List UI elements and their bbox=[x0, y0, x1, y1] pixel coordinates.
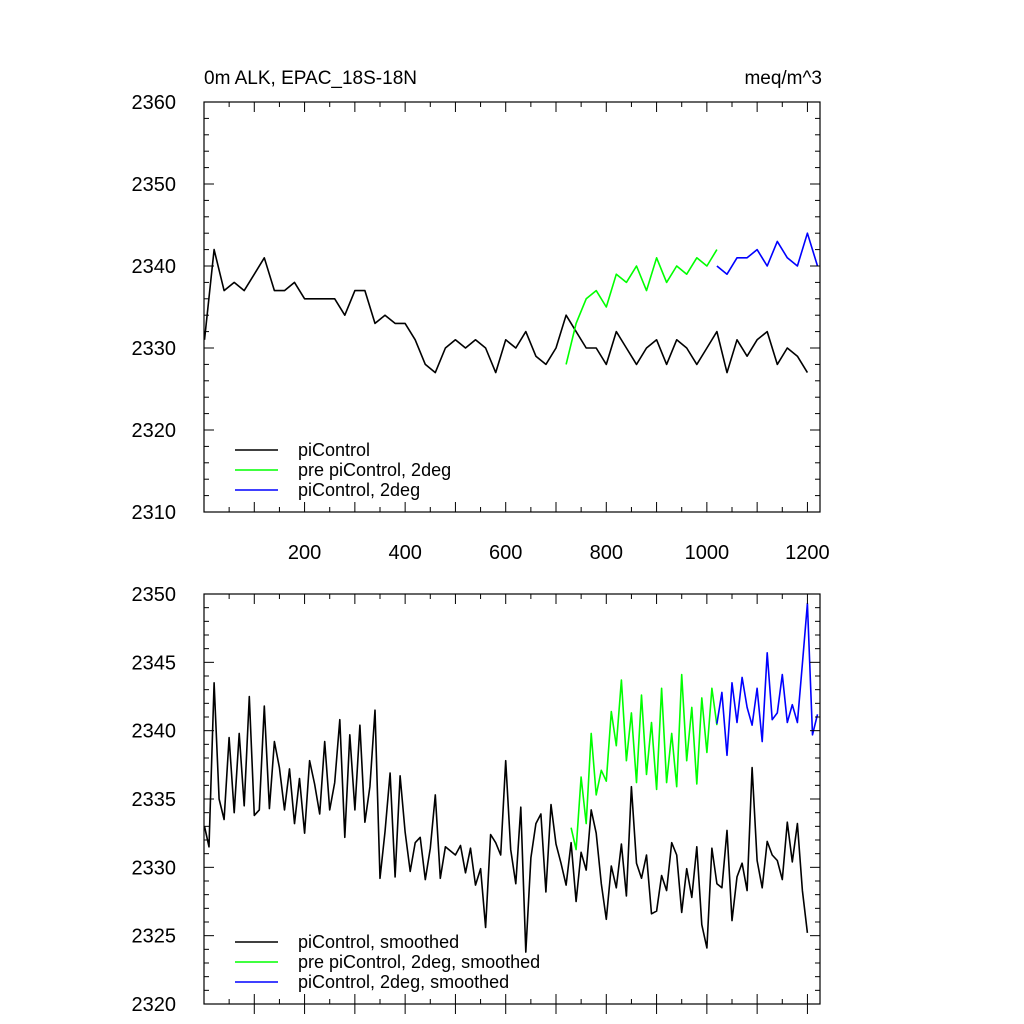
y-tick-label: 2345 bbox=[132, 652, 177, 674]
bottom-plot-frame bbox=[203, 593, 821, 1005]
y-tick-label: 2310 bbox=[132, 502, 177, 524]
top-series-line-1 bbox=[565, 249, 718, 365]
top-plot-frame bbox=[203, 101, 821, 513]
x-tick-label: 200 bbox=[288, 542, 321, 564]
y-tick-label: 2340 bbox=[132, 256, 177, 278]
bottom-axis-ticks bbox=[204, 593, 820, 1014]
bottom-legend-label-1: pre piControl, 2deg, smoothed bbox=[298, 952, 540, 972]
top-x-tick-labels: 200 400 600 800 1000 1200 bbox=[288, 542, 830, 564]
x-tick-label: 800 bbox=[590, 542, 623, 564]
x-tick-label: 1000 bbox=[685, 542, 730, 564]
y-tick-label: 2320 bbox=[132, 420, 177, 442]
top-legend-label-0: piControl bbox=[298, 440, 370, 460]
y-tick-label: 2320 bbox=[132, 994, 177, 1016]
bottom-plot-lines bbox=[203, 602, 819, 953]
y-tick-label: 2325 bbox=[132, 926, 177, 948]
bottom-legend-label-2: piControl, 2deg, smoothed bbox=[298, 972, 509, 992]
x-tick-label: 400 bbox=[388, 542, 421, 564]
top-legend-label-1: pre piControl, 2deg bbox=[298, 460, 451, 480]
chart-title: 0m ALK, EPAC_18S-18N bbox=[204, 68, 417, 89]
top-series-line-0 bbox=[203, 248, 809, 374]
x-tick-label: 600 bbox=[489, 542, 522, 564]
y-tick-label: 2330 bbox=[132, 857, 177, 879]
bottom-y-tick-labels: 2320 2325 2330 2335 2340 2345 2350 bbox=[132, 584, 177, 1016]
y-tick-label: 2330 bbox=[132, 338, 177, 360]
bottom-series-line-2 bbox=[716, 602, 819, 757]
y-tick-label: 2360 bbox=[132, 92, 177, 114]
top-legend-label-2: piControl, 2deg bbox=[298, 480, 420, 500]
top-y-tick-labels: 2310 2320 2330 2340 2350 2360 bbox=[132, 92, 177, 524]
units-label: meq/m^3 bbox=[744, 68, 822, 89]
bottom-series-line-0 bbox=[203, 681, 809, 953]
x-tick-label: 1200 bbox=[785, 542, 830, 564]
bottom-panel: 2320 2325 2330 2335 2340 2345 2350 piControl, … bbox=[132, 584, 821, 1016]
y-tick-label: 2340 bbox=[132, 721, 177, 743]
top-plot-lines bbox=[203, 232, 819, 374]
y-tick-label: 2335 bbox=[132, 789, 177, 811]
y-tick-label: 2350 bbox=[132, 584, 177, 606]
top-panel: 2310 2320 2330 2340 2350 2360 200 400 600 800 100… bbox=[132, 92, 830, 564]
top-series-line-2 bbox=[716, 232, 819, 276]
top-axis-ticks bbox=[204, 101, 820, 513]
bottom-series-line-1 bbox=[570, 673, 718, 851]
bottom-legend-label-0: piControl, smoothed bbox=[298, 932, 459, 952]
y-tick-label: 2350 bbox=[132, 174, 177, 196]
